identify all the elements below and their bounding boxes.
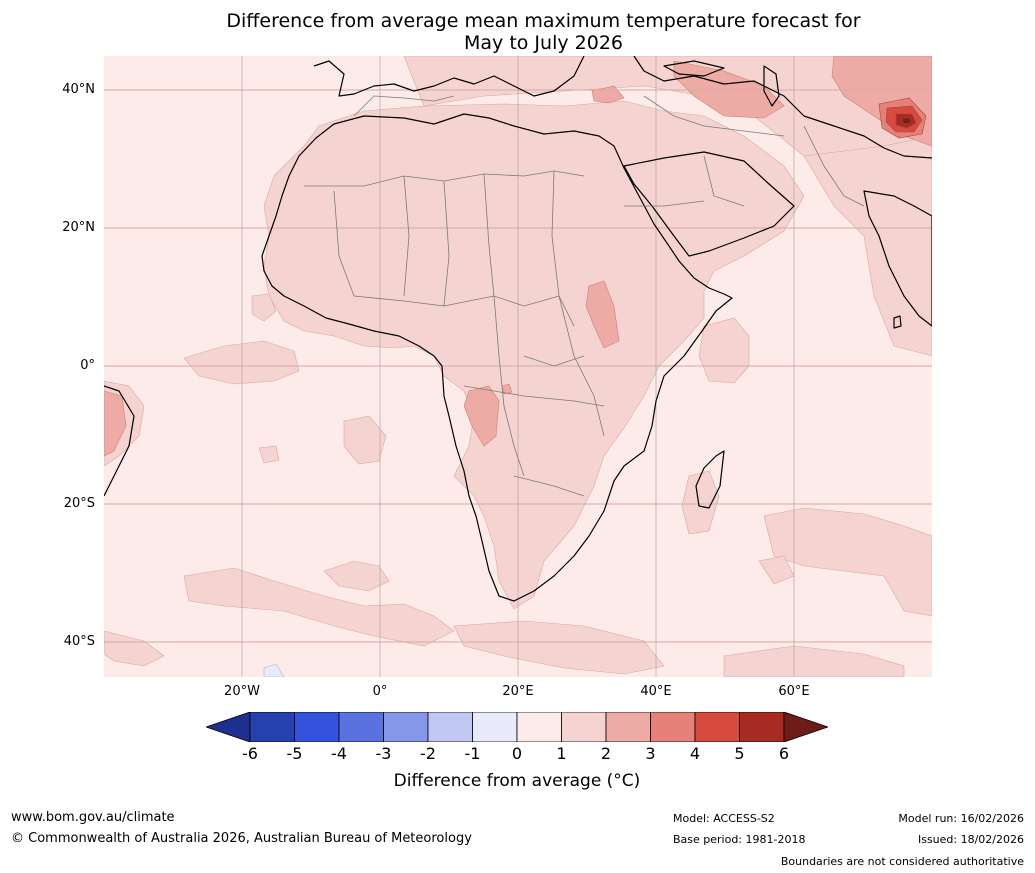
colorbar-tick-label: 3: [645, 744, 656, 763]
lon-label-0: 0°: [372, 684, 388, 699]
colorbar-segment: [472, 712, 518, 742]
model-run-date: Model run: 16/02/2026: [898, 812, 1024, 825]
lat-label-40n: 40°N: [62, 82, 95, 97]
colorbar-label: Difference from average (°C): [393, 771, 641, 791]
lon-label-20w: 20°W: [224, 684, 260, 699]
title-line-1: Difference from average mean maximum tem…: [226, 10, 861, 32]
colorbar-tick-label: -3: [375, 744, 392, 763]
colorbar-segment: [249, 712, 295, 742]
colorbar-segment: [383, 712, 429, 742]
forecast-map: [104, 56, 932, 677]
colorbar-arrow-high: [783, 712, 828, 742]
colorbar-segment: [605, 712, 651, 742]
lat-label-20s: 20°S: [63, 496, 95, 511]
title-line-2: May to July 2026: [464, 32, 623, 54]
country-borders: [304, 95, 865, 497]
colorbar-segment: [650, 712, 696, 742]
colorbar-tick-label: -5: [286, 744, 303, 763]
lon-label-60e: 60°E: [778, 684, 810, 699]
colorbar-segment: [338, 712, 384, 742]
colorbar-tick-label: 0: [511, 744, 523, 763]
colorbar-segment: [427, 712, 473, 742]
colorbar-tick-label: -6: [242, 744, 258, 763]
anomaly-cool-patch: [263, 663, 285, 677]
colorbar-segment: [294, 712, 340, 742]
colorbar-tick-label: -2: [420, 744, 436, 763]
base-period: Base period: 1981-2018: [673, 833, 806, 846]
colorbar-tick-label: 5: [734, 744, 745, 763]
colorbar-tick-label: 2: [600, 744, 612, 763]
colorbar-tick-label: 6: [778, 744, 790, 763]
lat-label-40s: 40°S: [63, 634, 95, 649]
copyright-notice: © Commonwealth of Australia 2026, Austra…: [11, 831, 472, 846]
website-url[interactable]: www.bom.gov.au/climate: [11, 810, 175, 825]
chart-title: Difference from average mean maximum tem…: [0, 10, 1035, 54]
lon-label-20e: 20°E: [502, 684, 534, 699]
boundaries-disclaimer: Boundaries are not considered authoritat…: [780, 855, 1024, 868]
issued-date: Issued: 18/02/2026: [917, 833, 1024, 846]
colorbar-tick-label: -4: [331, 744, 347, 763]
colorbar-segment: [561, 712, 607, 742]
colorbar-tick-label: 4: [689, 744, 701, 763]
colorbar-segment: [694, 712, 740, 742]
anomaly-hotspot: [878, 97, 927, 139]
colorbar-segment: [739, 712, 785, 742]
lon-label-40e: 40°E: [640, 684, 672, 699]
colorbar-tick-label: -1: [464, 744, 481, 763]
model-name: Model: ACCESS-S2: [673, 812, 775, 825]
colorbar: [206, 712, 828, 742]
colorbar-segment: [516, 712, 562, 742]
colorbar-arrow-low: [206, 712, 251, 742]
lat-label-20n: 20°N: [62, 220, 95, 235]
lat-label-0: 0°: [80, 358, 95, 373]
coastlines: [104, 56, 932, 602]
colorbar-tick-label: 1: [556, 744, 567, 763]
